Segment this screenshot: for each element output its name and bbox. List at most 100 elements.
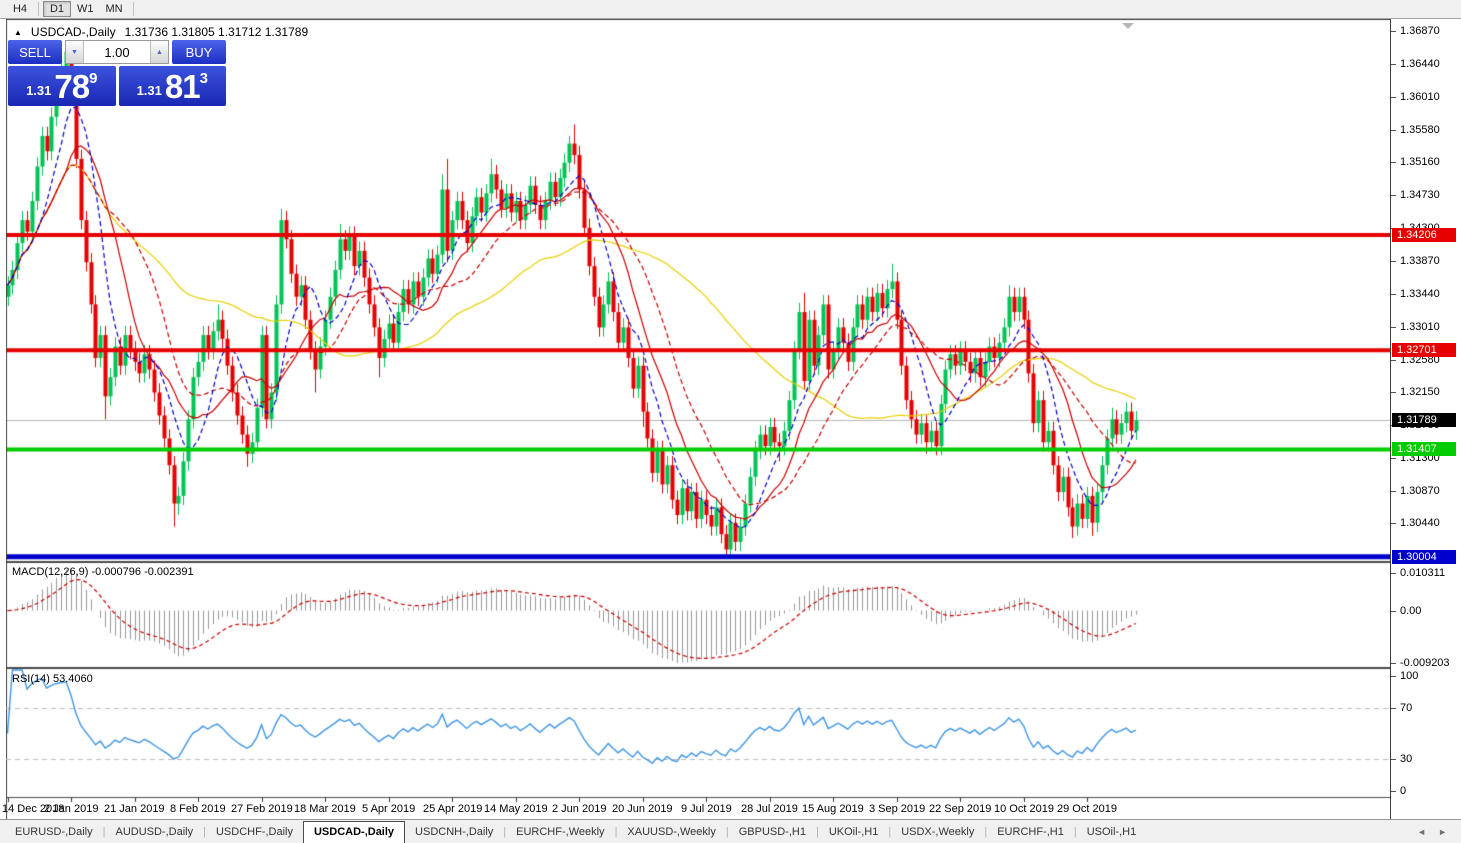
date-tick-label: 8 Feb 2019 xyxy=(170,803,226,815)
chart-tab-usdcnh--daily[interactable]: USDCNH-,Daily xyxy=(415,826,494,838)
tab-scroll-right-icon[interactable]: ► xyxy=(1438,827,1447,837)
axis-tick xyxy=(1391,327,1396,328)
price-chart-canvas[interactable] xyxy=(6,19,1390,819)
axis-tick xyxy=(1391,31,1396,32)
chart-tab-usdx--weekly[interactable]: USDX-,Weekly xyxy=(901,826,975,838)
price-tick-label: 1.30440 xyxy=(1400,517,1440,529)
axis-tick xyxy=(1391,64,1396,65)
date-tick-label: 29 Oct 2019 xyxy=(1057,803,1117,815)
buy-price-prefix: 1.31 xyxy=(136,83,162,98)
axis-tick xyxy=(1391,162,1396,163)
tab-separator: | xyxy=(102,826,106,838)
timeframe-button-mn[interactable]: MN xyxy=(105,3,123,15)
sell-price-box[interactable]: 1.31 78 9 xyxy=(8,66,116,106)
timeframe-button-w1[interactable]: W1 xyxy=(77,3,94,15)
lot-increase-icon[interactable]: ▲ xyxy=(150,41,168,63)
axis-tick xyxy=(1391,791,1396,792)
axis-tick xyxy=(1391,663,1396,664)
timeframe-button-d1[interactable]: D1 xyxy=(43,1,71,17)
date-tick-label: 10 Oct 2019 xyxy=(994,803,1054,815)
axis-tick xyxy=(1391,611,1396,612)
sell-price-big: 78 xyxy=(54,68,90,105)
axis-tick xyxy=(1391,261,1396,262)
toolbar-separator xyxy=(132,2,134,16)
date-tick-label: 20 Jun 2019 xyxy=(612,803,673,815)
axis-tick xyxy=(1391,676,1396,677)
macd-indicator-label: MACD(12,26,9) -0.000796 -0.002391 xyxy=(12,566,194,578)
chart-tab-usoil--h1[interactable]: USOil-,H1 xyxy=(1086,826,1137,838)
lot-decrease-icon[interactable]: ▼ xyxy=(66,41,84,63)
chart-tab-xauusd--weekly[interactable]: XAUUSD-,Weekly xyxy=(627,826,716,838)
chart-tab-usdchf--daily[interactable]: USDCHF-,Daily xyxy=(215,826,293,838)
chart-tab-eurchf--h1[interactable]: EURCHF-,H1 xyxy=(997,826,1064,838)
lot-size-stepper: ▼ 1.00 ▲ xyxy=(65,40,169,64)
price-tick-label: 1.33010 xyxy=(1400,321,1440,333)
chart-window: ▲ USDCAD-,Daily 1.31736 1.31805 1.31712 … xyxy=(0,19,1461,819)
price-axis: 1.36870 1.36440 1.36010 1.35580 1.35160 1.347… xyxy=(1390,19,1461,819)
price-tick-label: 1.34730 xyxy=(1400,189,1440,201)
chart-tab-eurusd--daily[interactable]: EURUSD-,Daily xyxy=(15,826,93,838)
macd-axis-label: -0.009203 xyxy=(1400,657,1450,669)
timeframe-toolbar: H4 D1 W1 MN xyxy=(0,0,1461,19)
price-tick-label: 1.30870 xyxy=(1400,485,1440,497)
chart-tab-ukoil--h1[interactable]: UKOil-,H1 xyxy=(828,826,879,838)
lot-size-input[interactable]: 1.00 xyxy=(104,44,130,60)
macd-axis-label: 0.00 xyxy=(1400,605,1422,617)
date-tick-label: 14 May 2019 xyxy=(484,803,548,815)
sell-price-pip: 9 xyxy=(89,70,98,87)
chart-title: ▲ USDCAD-,Daily 1.31736 1.31805 1.31712 … xyxy=(14,25,308,39)
date-tick-label: 22 Sep 2019 xyxy=(929,803,992,815)
rsi-axis-label: 100 xyxy=(1400,670,1419,682)
chart-shift-marker-icon[interactable] xyxy=(1122,23,1134,29)
date-tick-label: 9 Jul 2019 xyxy=(681,803,732,815)
tab-separator: | xyxy=(984,826,988,838)
sell-price-prefix: 1.31 xyxy=(26,83,52,98)
tab-separator: | xyxy=(203,826,206,838)
toolbar-separator xyxy=(38,2,39,16)
date-tick-label: 18 Mar 2019 xyxy=(294,803,356,815)
line-price-label: 1.30004 xyxy=(1392,550,1456,564)
date-tick-label: 15 Aug 2019 xyxy=(802,803,864,815)
line-price-label: 1.31407 xyxy=(1392,442,1456,456)
tab-separator: | xyxy=(815,826,819,838)
date-tick-label: 21 Jan 2019 xyxy=(104,803,165,815)
tab-scroll-left-icon[interactable]: ◄ xyxy=(1417,827,1427,837)
axis-tick xyxy=(1391,97,1396,98)
one-click-trade-panel: SELL ▼ 1.00 ▲ BUY 1.31 78 9 1.31 81 3 xyxy=(8,40,226,106)
price-tick-label: 1.35580 xyxy=(1400,124,1440,136)
date-tick-label: 2 Jun 2019 xyxy=(552,803,607,815)
axis-tick xyxy=(1391,708,1396,709)
rsi-axis-label: 70 xyxy=(1400,702,1413,714)
tab-separator: | xyxy=(614,826,618,838)
symbol-ohlc-values: 1.31736 1.31805 1.31712 1.31789 xyxy=(124,25,309,39)
chart-tab-gbpusd--h1[interactable]: GBPUSD-,H1 xyxy=(738,826,806,838)
price-tick-label: 1.33870 xyxy=(1400,255,1440,267)
date-tick-label: 5 Apr 2019 xyxy=(362,803,416,815)
price-tick-label: 1.32150 xyxy=(1400,386,1440,398)
tab-separator: | xyxy=(725,826,729,838)
buy-button[interactable]: BUY xyxy=(172,40,226,64)
buy-price-big: 81 xyxy=(164,68,201,105)
date-tick-label: 14 Dec 2018 xyxy=(2,803,65,815)
rsi-indicator-label: RSI(14) 53.4060 xyxy=(12,673,93,685)
axis-tick xyxy=(1391,759,1396,760)
chart-tab-usdcad--daily[interactable]: USDCAD-,Daily xyxy=(302,821,406,843)
tab-separator: | xyxy=(1073,826,1077,838)
line-price-label: 1.31789 xyxy=(1392,413,1456,427)
sell-button[interactable]: SELL xyxy=(8,40,62,64)
chart-tab-eurchf--weekly[interactable]: EURCHF-,Weekly xyxy=(516,826,605,838)
line-price-label: 1.34206 xyxy=(1392,228,1456,242)
axis-tick xyxy=(1391,294,1396,295)
chart-tab-audusd--daily[interactable]: AUDUSD-,Daily xyxy=(115,826,194,838)
buy-price-box[interactable]: 1.31 81 3 xyxy=(118,66,226,106)
axis-tick xyxy=(1391,573,1396,574)
axis-tick xyxy=(1391,195,1396,196)
axis-tick xyxy=(1391,523,1396,524)
timeframe-button-h4[interactable]: H4 xyxy=(12,3,28,15)
line-price-label: 1.32701 xyxy=(1392,343,1456,357)
rsi-axis-label: 30 xyxy=(1400,753,1413,765)
buy-price-pip: 3 xyxy=(199,70,208,87)
date-tick-label: 2 Jan 2019 xyxy=(44,803,99,815)
axis-tick xyxy=(1391,491,1396,492)
